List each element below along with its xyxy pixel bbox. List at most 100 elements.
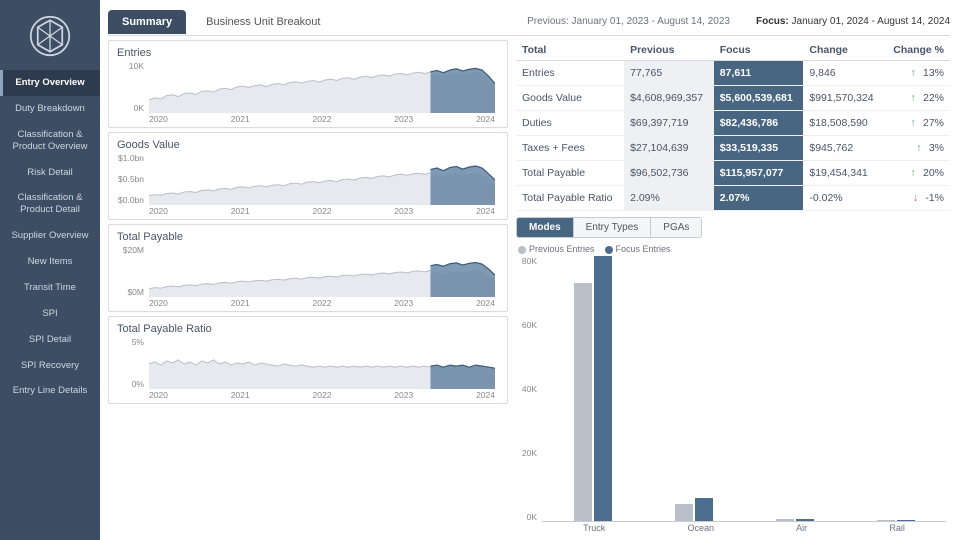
x-tick: 2022 — [313, 390, 332, 401]
chart-card-entries: Entries10K0K20202021202220232024 — [108, 40, 508, 128]
y-tick: 80K — [516, 256, 537, 266]
kpi-header: Focus — [714, 40, 804, 61]
bar-group-ocean — [675, 256, 713, 521]
mode-tab-entry-types[interactable]: Entry Types — [574, 218, 652, 237]
y-tick: 0% — [117, 379, 144, 389]
sidebar-item-entry-line-details[interactable]: Entry Line Details — [0, 378, 100, 404]
x-tick: 2021 — [231, 298, 250, 309]
bar-group-truck — [574, 256, 612, 521]
x-tick: 2024 — [476, 206, 495, 217]
y-tick: 0K — [516, 512, 537, 522]
sidebar-item-spi-detail[interactable]: SPI Detail — [0, 327, 100, 353]
kpi-header: Previous — [624, 40, 714, 61]
x-tick: 2024 — [476, 114, 495, 125]
right-column: TotalPreviousFocusChangeChange % Entries… — [516, 40, 950, 536]
y-tick: 60K — [516, 320, 537, 330]
kpi-change-pct: ↓-1% — [884, 186, 950, 211]
y-tick: $0M — [117, 287, 144, 297]
y-tick: $0.5bn — [117, 174, 144, 184]
kpi-metric: Duties — [516, 111, 624, 136]
bar-focus — [897, 520, 915, 521]
x-tick: 2023 — [394, 390, 413, 401]
legend-prev: Previous Entries — [529, 244, 595, 254]
kpi-row: Duties$69,397,719$82,436,786$18,508,590↑… — [516, 111, 950, 136]
x-tick: 2020 — [149, 114, 168, 125]
kpi-row: Entries77,76587,6119,846↑13% — [516, 61, 950, 86]
tab-summary[interactable]: Summary — [108, 10, 186, 34]
sidebar: Entry OverviewDuty BreakdownClassificati… — [0, 0, 100, 540]
tab-business-unit-breakout[interactable]: Business Unit Breakout — [192, 10, 334, 34]
chart-title: Total Payable — [117, 231, 499, 243]
x-tick: 2021 — [231, 390, 250, 401]
x-tick: 2022 — [313, 206, 332, 217]
brand-logo-icon — [26, 12, 74, 60]
kpi-previous: $96,502,736 — [624, 161, 714, 186]
bar-focus — [594, 256, 612, 521]
y-tick: 5% — [117, 337, 144, 347]
chart-card-total-payable: Total Payable$20M$0M20202021202220232024 — [108, 224, 508, 312]
kpi-change: $945,762 — [803, 136, 883, 161]
main-tabs: SummaryBusiness Unit Breakout — [108, 10, 334, 34]
kpi-change-pct: ↑27% — [884, 111, 950, 136]
modes-card: ModesEntry TypesPGAs Previous Entries Fo… — [516, 217, 950, 536]
kpi-metric: Total Payable Ratio — [516, 186, 624, 211]
kpi-row: Total Payable$96,502,736$115,957,077$19,… — [516, 161, 950, 186]
kpi-focus: $33,519,335 — [714, 136, 804, 161]
legend-focus: Focus Entries — [616, 244, 671, 254]
y-tick: $0.0bn — [117, 195, 144, 205]
previous-range-label: Previous: — [527, 16, 569, 27]
kpi-header: Change — [803, 40, 883, 61]
y-tick: 40K — [516, 384, 537, 394]
kpi-change-pct: ↑20% — [884, 161, 950, 186]
chart-title: Entries — [117, 47, 499, 59]
x-tick: 2020 — [149, 206, 168, 217]
kpi-previous: $4,608,969,357 — [624, 86, 714, 111]
sidebar-item-classification-product-detail[interactable]: Classification & Product Detail — [0, 185, 100, 223]
sidebar-item-supplier-overview[interactable]: Supplier Overview — [0, 223, 100, 249]
kpi-previous: 77,765 — [624, 61, 714, 86]
main-panel: SummaryBusiness Unit Breakout Previous: … — [100, 0, 960, 540]
bar-focus — [695, 498, 713, 521]
sidebar-item-risk-detail[interactable]: Risk Detail — [0, 160, 100, 186]
sidebar-item-new-items[interactable]: New Items — [0, 249, 100, 275]
kpi-change-pct: ↑22% — [884, 86, 950, 111]
kpi-focus: 87,611 — [714, 61, 804, 86]
mode-tabs: ModesEntry TypesPGAs — [516, 217, 702, 238]
kpi-change-pct: ↑13% — [884, 61, 950, 86]
kpi-focus: 2.07% — [714, 186, 804, 211]
y-tick: 20K — [516, 448, 537, 458]
sidebar-item-spi-recovery[interactable]: SPI Recovery — [0, 353, 100, 379]
x-tick: Rail — [889, 523, 905, 536]
modes-legend: Previous Entries Focus Entries — [518, 244, 950, 254]
chart-title: Goods Value — [117, 139, 499, 151]
topbar: SummaryBusiness Unit Breakout Previous: … — [108, 8, 950, 36]
chart-card-goods-value: Goods Value$1.0bn$0.5bn$0.0bn20202021202… — [108, 132, 508, 220]
sidebar-item-entry-overview[interactable]: Entry Overview — [0, 70, 100, 96]
kpi-previous: $69,397,719 — [624, 111, 714, 136]
y-tick: $20M — [117, 245, 144, 255]
previous-range: Previous: January 01, 2023 - August 14, … — [527, 16, 730, 27]
x-tick: 2022 — [313, 298, 332, 309]
x-tick: 2022 — [313, 114, 332, 125]
mode-tab-pgas[interactable]: PGAs — [651, 218, 701, 237]
focus-range: Focus: January 01, 2024 - August 14, 202… — [756, 16, 950, 27]
sidebar-item-transit-time[interactable]: Transit Time — [0, 275, 100, 301]
sidebar-item-duty-breakdown[interactable]: Duty Breakdown — [0, 96, 100, 122]
kpi-previous: $27,104,639 — [624, 136, 714, 161]
sidebar-item-spi[interactable]: SPI — [0, 301, 100, 327]
y-tick: 0K — [117, 103, 144, 113]
kpi-change: -0.02% — [803, 186, 883, 211]
x-tick: Truck — [583, 523, 605, 536]
kpi-change-pct: ↑3% — [884, 136, 950, 161]
focus-range-label: Focus: — [756, 16, 789, 27]
kpi-metric: Entries — [516, 61, 624, 86]
sidebar-item-classification-product-overview[interactable]: Classification & Product Overview — [0, 122, 100, 160]
kpi-focus: $115,957,077 — [714, 161, 804, 186]
kpi-change: $19,454,341 — [803, 161, 883, 186]
kpi-focus: $82,436,786 — [714, 111, 804, 136]
kpi-table: TotalPreviousFocusChangeChange % Entries… — [516, 40, 950, 211]
y-tick: $1.0bn — [117, 153, 144, 163]
kpi-change: 9,846 — [803, 61, 883, 86]
focus-range-value: January 01, 2024 - August 14, 2024 — [792, 16, 950, 27]
mode-tab-modes[interactable]: Modes — [517, 218, 574, 237]
